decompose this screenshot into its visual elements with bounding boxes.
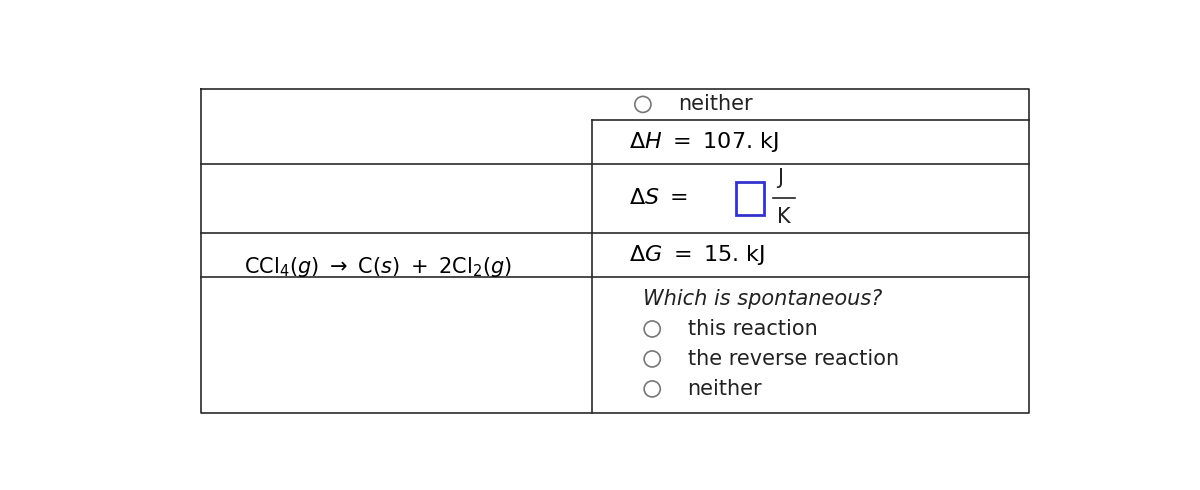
Text: Which is spontaneous?: Which is spontaneous?: [643, 289, 882, 309]
Text: neither: neither: [678, 95, 752, 114]
Text: $\Delta H\ =\ $107.$ \ \mathrm{kJ}$: $\Delta H\ =\ $107.$ \ \mathrm{kJ}$: [629, 130, 779, 154]
Text: this reaction: this reaction: [688, 319, 817, 339]
Ellipse shape: [635, 97, 650, 112]
Text: $\Delta S\ =$: $\Delta S\ =$: [629, 189, 688, 209]
Text: the reverse reaction: the reverse reaction: [688, 349, 899, 369]
Text: neither: neither: [688, 379, 762, 399]
Ellipse shape: [644, 381, 660, 397]
Ellipse shape: [644, 321, 660, 337]
Text: $\Delta G\ =\ $15.$ \ \mathrm{kJ}$: $\Delta G\ =\ $15.$ \ \mathrm{kJ}$: [629, 243, 766, 267]
Bar: [736, 182, 763, 215]
Ellipse shape: [644, 351, 660, 367]
Text: J: J: [776, 168, 782, 188]
Text: K: K: [776, 207, 791, 226]
Text: $\mathrm{CCl_4}(g)\ \rightarrow\ \mathrm{C}(s)\ +\ 2\mathrm{Cl_2}(g)$: $\mathrm{CCl_4}(g)\ \rightarrow\ \mathrm…: [244, 255, 512, 279]
